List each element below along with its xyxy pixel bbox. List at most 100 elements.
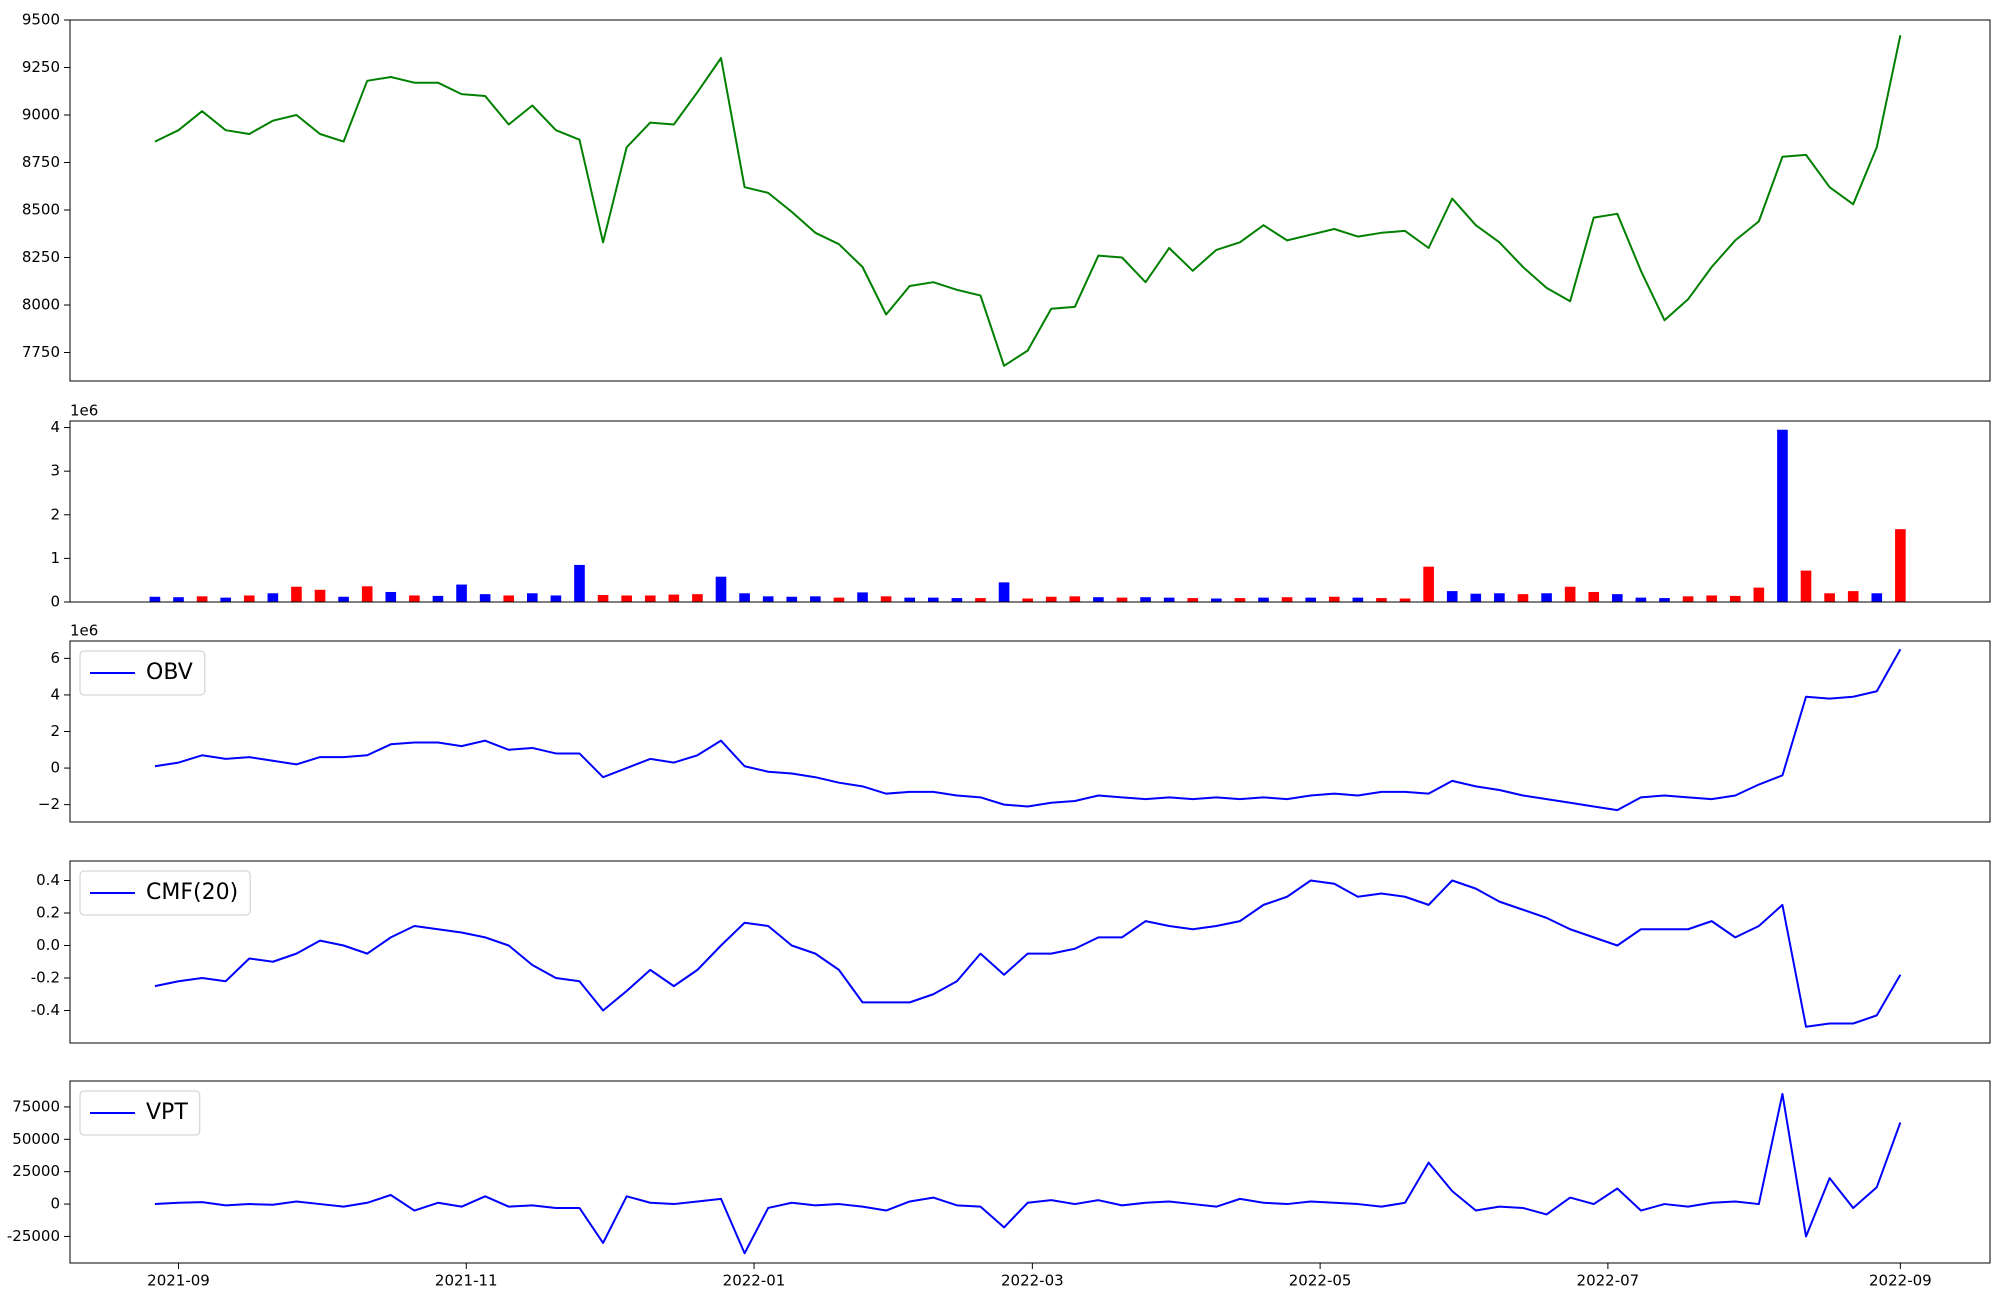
y-tick-label: 0.0 bbox=[36, 936, 60, 954]
bar bbox=[1847, 591, 1859, 602]
bar bbox=[1564, 586, 1576, 602]
legend-box bbox=[79, 1090, 201, 1136]
legend-box bbox=[79, 650, 206, 696]
bar bbox=[1234, 598, 1246, 602]
bar bbox=[456, 584, 467, 602]
y-tick-label: 1 bbox=[50, 549, 60, 567]
bar bbox=[810, 596, 821, 602]
y-tick-label: -25000 bbox=[7, 1227, 60, 1245]
bar bbox=[1093, 597, 1104, 602]
bar bbox=[196, 596, 208, 602]
bar bbox=[432, 595, 444, 602]
bar bbox=[1069, 596, 1081, 602]
bar bbox=[1258, 597, 1269, 602]
y-tick-label: 0 bbox=[50, 593, 60, 611]
bar bbox=[644, 595, 656, 602]
axes-frame bbox=[69, 19, 1991, 382]
bar bbox=[1376, 598, 1387, 602]
bar bbox=[1824, 593, 1835, 602]
bar bbox=[527, 593, 538, 602]
bar bbox=[1352, 597, 1364, 602]
x-tick-label: 2022-05 bbox=[1289, 1272, 1352, 1290]
bar bbox=[1140, 597, 1151, 602]
y-tick-label: 0.4 bbox=[36, 871, 60, 889]
bar bbox=[1423, 566, 1434, 602]
bar bbox=[267, 593, 279, 602]
bar bbox=[550, 595, 562, 602]
bar bbox=[692, 594, 703, 602]
bar bbox=[951, 598, 963, 602]
bar bbox=[1446, 591, 1458, 602]
bar bbox=[1729, 595, 1741, 602]
bar bbox=[1895, 529, 1906, 602]
bar bbox=[1211, 598, 1222, 602]
y-tick-label: 9500 bbox=[22, 11, 60, 29]
bar bbox=[1612, 594, 1623, 602]
y-tick-label: 25000 bbox=[12, 1162, 60, 1180]
bar bbox=[739, 593, 750, 602]
legend-label: CMF(20) bbox=[146, 880, 238, 905]
bar bbox=[1116, 597, 1128, 602]
bar bbox=[220, 597, 231, 602]
bar bbox=[927, 597, 939, 602]
bar bbox=[479, 594, 491, 602]
line-series bbox=[154, 34, 1902, 367]
y-tick-label: 2 bbox=[50, 505, 60, 523]
offset-label: 1e6 bbox=[70, 402, 98, 420]
y-tick-label: 6 bbox=[50, 649, 60, 667]
bar bbox=[173, 597, 184, 602]
line-series bbox=[154, 1092, 1902, 1255]
y-tick-label: 9250 bbox=[22, 58, 60, 76]
bar bbox=[1517, 594, 1529, 602]
line-series bbox=[154, 879, 1902, 1028]
y-tick-label: 75000 bbox=[12, 1097, 60, 1115]
x-tick-label: 2021-11 bbox=[435, 1272, 498, 1290]
bar bbox=[1777, 429, 1788, 602]
bar bbox=[1753, 587, 1765, 602]
bar bbox=[574, 564, 585, 602]
bar bbox=[762, 596, 774, 602]
bar bbox=[1682, 596, 1694, 602]
legend-box bbox=[79, 870, 251, 916]
x-tick-label: 2022-03 bbox=[1001, 1272, 1064, 1290]
bar bbox=[1659, 598, 1670, 602]
bar bbox=[1871, 593, 1883, 602]
y-tick-label: 0 bbox=[50, 1195, 60, 1213]
bar bbox=[1187, 598, 1199, 602]
bar bbox=[243, 595, 255, 602]
bar bbox=[668, 594, 680, 602]
bar bbox=[1635, 597, 1647, 602]
y-tick-label: 50000 bbox=[12, 1130, 60, 1148]
legend-label: OBV bbox=[146, 660, 193, 685]
x-tick-label: 2022-01 bbox=[723, 1272, 786, 1290]
y-tick-label: 0.2 bbox=[36, 904, 60, 922]
axes-frame bbox=[69, 860, 1991, 1044]
bar bbox=[597, 595, 609, 602]
bar bbox=[975, 598, 986, 602]
x-tick-label: 2021-09 bbox=[147, 1272, 210, 1290]
y-tick-label: 8500 bbox=[22, 201, 60, 219]
x-tick-label: 2022-09 bbox=[1869, 1272, 1932, 1290]
bar bbox=[149, 596, 161, 602]
y-tick-label: 4 bbox=[50, 418, 60, 436]
y-tick-label: 8000 bbox=[22, 296, 60, 314]
bar bbox=[1305, 597, 1316, 602]
bar bbox=[1328, 596, 1340, 602]
bar bbox=[1163, 597, 1175, 602]
bar bbox=[1045, 596, 1057, 602]
bar bbox=[904, 597, 916, 602]
bar bbox=[715, 576, 727, 602]
bar bbox=[621, 595, 632, 602]
y-tick-label: 8750 bbox=[22, 153, 60, 171]
axes-frame bbox=[69, 1080, 1991, 1264]
y-tick-label: 2 bbox=[50, 722, 60, 740]
bar bbox=[338, 596, 349, 602]
bar bbox=[786, 596, 798, 602]
bar bbox=[1494, 593, 1505, 602]
bar bbox=[1281, 597, 1293, 602]
axes-frame bbox=[69, 640, 1991, 823]
bar bbox=[880, 596, 892, 602]
bar bbox=[1706, 595, 1717, 602]
bar bbox=[1800, 570, 1812, 602]
bar bbox=[1399, 598, 1411, 602]
